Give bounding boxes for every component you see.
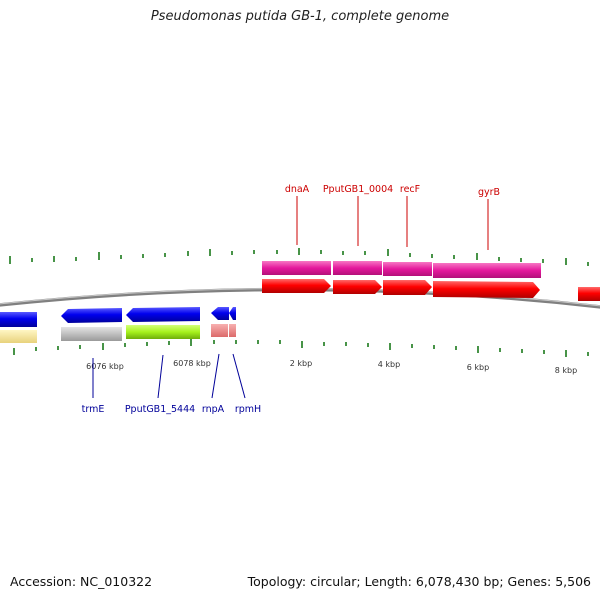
gene-arrow-dnaA[interactable] bbox=[262, 279, 331, 293]
scale-label: 6 kbp bbox=[467, 363, 489, 372]
map-title: Pseudomonas putida GB-1, complete genome bbox=[150, 9, 450, 24]
gene-label-PputGB1_5444[interactable]: PputGB1_5444 bbox=[125, 404, 195, 415]
forward-gene-track bbox=[262, 279, 600, 301]
gene-arrow-recF[interactable] bbox=[383, 280, 432, 295]
accession-text: Accession: NC_010322 bbox=[10, 574, 153, 589]
genome-summary-text: Topology: circular; Length: 6,078,430 bp… bbox=[247, 574, 591, 589]
gene-label-trmE[interactable]: trmE bbox=[82, 404, 105, 415]
gene-feature[interactable] bbox=[578, 287, 600, 301]
gene-label-rpmH[interactable]: rpmH bbox=[235, 404, 261, 415]
scale-label: 8 kbp bbox=[555, 366, 577, 375]
gene-arrow-PputGB1_5444[interactable] bbox=[126, 307, 200, 322]
scale-label: 6076 kbp bbox=[86, 362, 124, 371]
bottom-gene-labels: trmE PputGB1_5444 rnpA rpmH bbox=[82, 353, 261, 415]
gene-arrow-rpmH[interactable] bbox=[229, 307, 236, 320]
cds-feature[interactable] bbox=[61, 327, 122, 341]
gene-arrow-trmE[interactable] bbox=[61, 308, 122, 323]
gene-arrow-gyrB[interactable] bbox=[433, 281, 540, 298]
cds-feature[interactable] bbox=[211, 324, 228, 337]
gene-feature[interactable] bbox=[0, 312, 37, 327]
reverse-gene-track bbox=[0, 307, 236, 327]
gene-label-recF[interactable]: recF bbox=[400, 184, 420, 195]
gene-label-rnpA[interactable]: rnpA bbox=[202, 404, 225, 415]
scale-label: 6078 kbp bbox=[173, 359, 211, 368]
gene-label-dnaA[interactable]: dnaA bbox=[285, 184, 310, 195]
top-tick-marks bbox=[9, 248, 589, 266]
gene-label-PputGB1_0004[interactable]: PputGB1_0004 bbox=[323, 184, 393, 195]
cds-feature[interactable] bbox=[0, 330, 37, 343]
cds-feature[interactable] bbox=[126, 325, 200, 339]
cds-feature[interactable] bbox=[433, 263, 541, 278]
cds-feature[interactable] bbox=[383, 262, 432, 276]
top-gene-labels: dnaA PputGB1_0004 recF gyrB bbox=[285, 184, 500, 250]
scale-labels: 6076 kbp 6078 kbp 2 kbp 4 kbp 6 kbp 8 kb… bbox=[86, 359, 577, 375]
cds-feature[interactable] bbox=[229, 324, 236, 337]
reverse-cds-track bbox=[0, 324, 236, 343]
forward-cds-track bbox=[262, 261, 541, 278]
cds-feature[interactable] bbox=[333, 261, 382, 275]
gene-arrow-PputGB1_0004[interactable] bbox=[333, 280, 382, 294]
gene-label-gyrB[interactable]: gyrB bbox=[478, 187, 500, 198]
cds-feature[interactable] bbox=[262, 261, 331, 275]
bottom-tick-marks bbox=[13, 339, 589, 357]
scale-label: 2 kbp bbox=[290, 359, 312, 368]
gene-arrow-rnpA[interactable] bbox=[211, 307, 229, 320]
scale-label: 4 kbp bbox=[378, 360, 400, 369]
